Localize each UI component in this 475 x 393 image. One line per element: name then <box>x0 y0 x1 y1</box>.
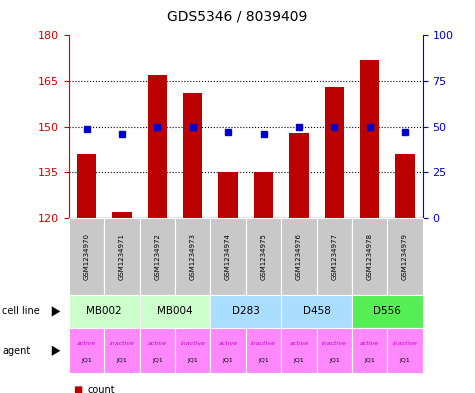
Text: GSM1234970: GSM1234970 <box>84 233 90 280</box>
Text: MB002: MB002 <box>86 307 122 316</box>
Text: GSM1234977: GSM1234977 <box>331 233 337 280</box>
Text: ■: ■ <box>74 385 83 393</box>
Text: JQ1: JQ1 <box>364 358 375 363</box>
Text: inactive: inactive <box>180 342 205 347</box>
Text: active: active <box>218 342 238 347</box>
Bar <box>360 60 380 218</box>
Text: GSM1234973: GSM1234973 <box>190 233 196 280</box>
Text: GSM1234974: GSM1234974 <box>225 233 231 280</box>
Text: active: active <box>360 342 379 347</box>
Text: inactive: inactive <box>251 342 276 347</box>
Text: GSM1234976: GSM1234976 <box>296 233 302 280</box>
Text: JQ1: JQ1 <box>116 358 127 363</box>
Bar <box>395 154 415 218</box>
Text: JQ1: JQ1 <box>329 358 340 363</box>
Text: GDS5346 / 8039409: GDS5346 / 8039409 <box>167 10 308 24</box>
Text: JQ1: JQ1 <box>152 358 163 363</box>
Text: active: active <box>77 342 96 347</box>
Text: JQ1: JQ1 <box>223 358 234 363</box>
Text: active: active <box>148 342 167 347</box>
Bar <box>148 75 167 218</box>
Text: GSM1234978: GSM1234978 <box>367 233 373 280</box>
Text: GSM1234972: GSM1234972 <box>154 233 161 280</box>
Text: count: count <box>88 385 115 393</box>
Text: MB004: MB004 <box>157 307 193 316</box>
Text: active: active <box>289 342 308 347</box>
Bar <box>254 173 273 218</box>
Text: JQ1: JQ1 <box>399 358 410 363</box>
Text: inactive: inactive <box>110 342 134 347</box>
Text: agent: agent <box>2 346 30 356</box>
Text: GSM1234979: GSM1234979 <box>402 233 408 280</box>
Text: D556: D556 <box>373 307 401 316</box>
Text: GSM1234971: GSM1234971 <box>119 233 125 280</box>
Bar <box>218 173 238 218</box>
Text: JQ1: JQ1 <box>187 358 198 363</box>
Bar <box>77 154 96 218</box>
Text: JQ1: JQ1 <box>81 358 92 363</box>
Text: GSM1234975: GSM1234975 <box>260 233 266 280</box>
Bar <box>289 133 309 218</box>
Text: JQ1: JQ1 <box>294 358 304 363</box>
Text: inactive: inactive <box>322 342 347 347</box>
Text: inactive: inactive <box>393 342 418 347</box>
Text: D458: D458 <box>303 307 331 316</box>
Bar <box>183 93 202 218</box>
Bar <box>324 87 344 218</box>
Text: JQ1: JQ1 <box>258 358 269 363</box>
Text: cell line: cell line <box>2 307 40 316</box>
Bar <box>112 212 132 218</box>
Text: D283: D283 <box>232 307 260 316</box>
